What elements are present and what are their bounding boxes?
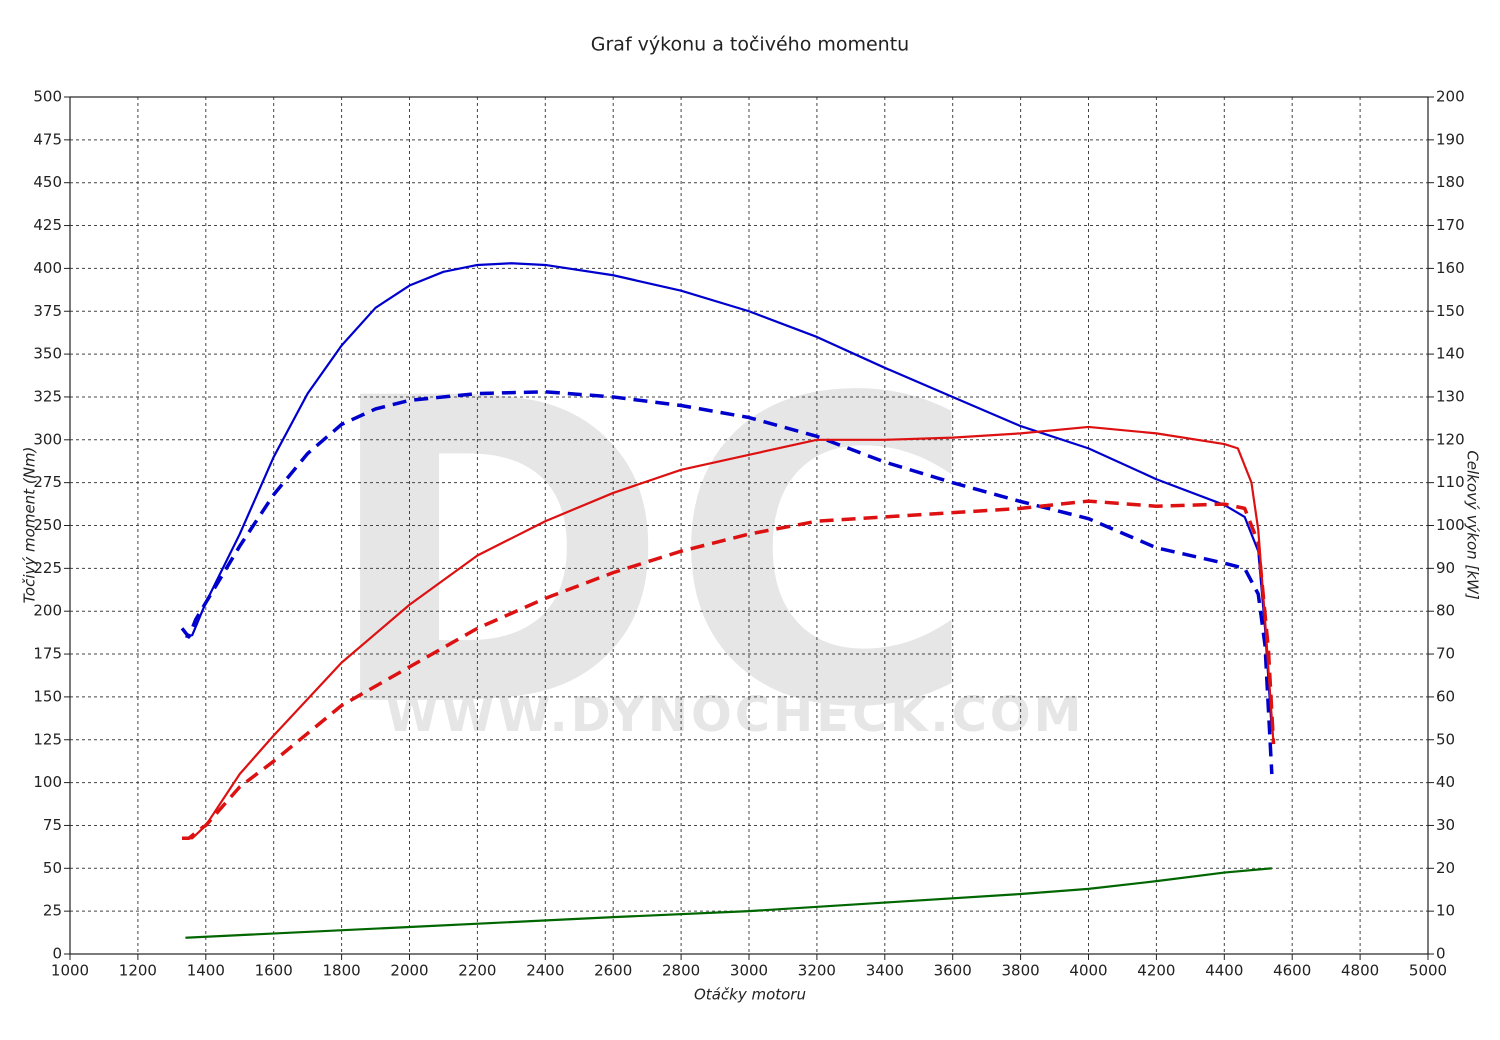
y2-tick-label: 90 xyxy=(1436,559,1455,577)
x-tick-label: 2000 xyxy=(390,962,428,980)
y2-tick-label: 0 xyxy=(1436,945,1446,963)
y-tick-label: 100 xyxy=(33,773,62,791)
x-tick-label: 3200 xyxy=(798,962,836,980)
y2-tick-label: 170 xyxy=(1436,216,1465,234)
y2-tick-label: 30 xyxy=(1436,816,1455,834)
y-tick-label: 50 xyxy=(43,859,62,877)
x-tick-label: 2600 xyxy=(594,962,632,980)
x-tick-label: 1800 xyxy=(323,962,361,980)
y2-tick-label: 200 xyxy=(1436,88,1465,106)
y-axis-label: Točivý moment (Nm) xyxy=(21,447,39,604)
y2-tick-label: 50 xyxy=(1436,730,1455,748)
y-tick-label: 0 xyxy=(52,945,62,963)
y2-axis-label: Celkový výkon [kW] xyxy=(1464,450,1482,600)
x-tick-label: 3800 xyxy=(1002,962,1040,980)
x-axis-label: Otáčky motoru xyxy=(694,986,806,1004)
y-tick-label: 300 xyxy=(33,430,62,448)
y2-tick-label: 100 xyxy=(1436,516,1465,534)
y-tick-label: 425 xyxy=(33,216,62,234)
x-tick-label: 3000 xyxy=(730,962,768,980)
series-line xyxy=(182,425,1275,840)
y-tick-label: 150 xyxy=(33,687,62,705)
y2-tick-label: 10 xyxy=(1436,902,1455,920)
y2-tick-label: 180 xyxy=(1436,173,1465,191)
y-tick-label: 500 xyxy=(33,88,62,106)
y-tick-label: 325 xyxy=(33,387,62,405)
series-line xyxy=(185,867,1272,939)
watermark-url: WWW.DYNOCHECK.COM xyxy=(386,687,1085,743)
y-tick-label: 375 xyxy=(33,302,62,320)
chart-title: Graf výkonu a točivého momentu xyxy=(591,34,909,56)
x-tick-label: 1000 xyxy=(51,962,89,980)
watermark: DC xyxy=(322,311,979,800)
x-tick-label: 2200 xyxy=(458,962,496,980)
y-tick-label: 400 xyxy=(33,259,62,277)
y-tick-label: 125 xyxy=(33,730,62,748)
y2-tick-label: 20 xyxy=(1436,859,1455,877)
x-tick-label: 4400 xyxy=(1205,962,1243,980)
y2-tick-label: 40 xyxy=(1436,773,1455,791)
x-tick-label: 1600 xyxy=(255,962,293,980)
series-line xyxy=(180,390,1274,775)
y2-tick-label: 130 xyxy=(1436,387,1465,405)
y-tick-label: 250 xyxy=(33,516,62,534)
x-tick-label: 1400 xyxy=(187,962,225,980)
y2-tick-label: 80 xyxy=(1436,602,1455,620)
y2-tick-label: 190 xyxy=(1436,130,1465,148)
y2-tick-label: 160 xyxy=(1436,259,1465,277)
series-line xyxy=(185,262,1273,732)
y2-tick-label: 120 xyxy=(1436,430,1465,448)
series-line xyxy=(182,499,1276,841)
y-tick-label: 475 xyxy=(33,130,62,148)
x-tick-label: 4200 xyxy=(1137,962,1175,980)
y-tick-label: 225 xyxy=(33,559,62,577)
y2-tick-label: 110 xyxy=(1436,473,1465,491)
x-tick-label: 2800 xyxy=(662,962,700,980)
y-tick-label: 25 xyxy=(43,902,62,920)
y-tick-label: 350 xyxy=(33,345,62,363)
x-tick-label: 4800 xyxy=(1341,962,1379,980)
y2-tick-label: 70 xyxy=(1436,645,1455,663)
x-tick-label: 4600 xyxy=(1273,962,1311,980)
x-tick-label: 4000 xyxy=(1069,962,1107,980)
y-tick-label: 75 xyxy=(43,816,62,834)
x-tick-label: 3600 xyxy=(934,962,972,980)
y2-tick-label: 150 xyxy=(1436,302,1465,320)
y2-tick-label: 140 xyxy=(1436,345,1465,363)
x-tick-label: 1200 xyxy=(119,962,157,980)
y-tick-label: 175 xyxy=(33,645,62,663)
x-tick-label: 3400 xyxy=(866,962,904,980)
y2-tick-label: 60 xyxy=(1436,687,1455,705)
y-tick-label: 200 xyxy=(33,602,62,620)
x-tick-label: 5000 xyxy=(1409,962,1447,980)
y-tick-label: 275 xyxy=(33,473,62,491)
y-tick-label: 450 xyxy=(33,173,62,191)
plot-frame xyxy=(69,96,1429,955)
x-tick-label: 2400 xyxy=(526,962,564,980)
